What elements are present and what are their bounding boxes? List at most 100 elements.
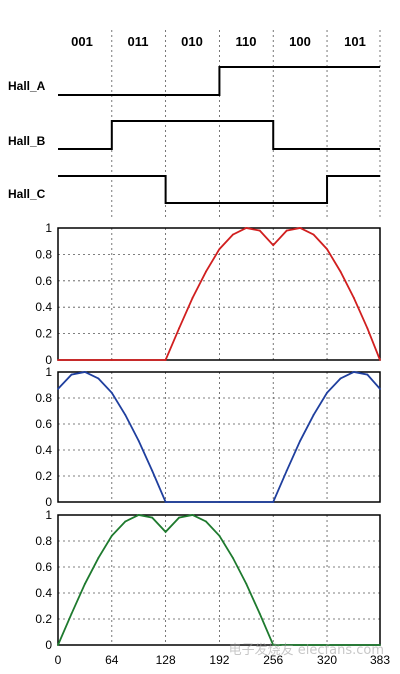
x-tick-label: 383 (370, 653, 390, 667)
y-tick-label: 0.8 (35, 391, 52, 405)
series-point-1 (299, 227, 302, 229)
timing-diagram-grid (111, 30, 381, 220)
hall-trace-hall-c (58, 175, 380, 204)
y-tick-label: 0.4 (35, 300, 52, 314)
series-point-3 (151, 516, 154, 519)
hall-state-label-2: 010 (181, 34, 203, 49)
series-point-1 (164, 359, 167, 361)
y-tick-label: 0.6 (35, 560, 52, 574)
series-point-1 (57, 359, 59, 361)
series-point-2 (312, 414, 315, 416)
series-point-3 (379, 644, 381, 646)
series-line-2 (57, 371, 381, 503)
hall-c-label: Hall_C (8, 187, 46, 201)
panel-frame (57, 514, 381, 646)
y-tick-label: 0 (45, 495, 52, 509)
y-tick-label: 0 (45, 638, 52, 652)
y-tick-label: 0.8 (35, 247, 52, 261)
series-point-2 (70, 373, 73, 376)
series-point-3 (97, 557, 100, 559)
series-point-1 (339, 270, 342, 273)
series-point-1 (285, 229, 288, 232)
series-point-3 (70, 612, 73, 615)
series-point-3 (258, 612, 261, 615)
series-point-2 (151, 469, 154, 472)
series-point-1 (110, 359, 113, 361)
x-tick-label: 320 (317, 653, 337, 667)
x-tick-label: 256 (263, 653, 283, 667)
y-tick-label: 1 (45, 221, 52, 235)
series-line-3 (57, 514, 380, 646)
hall-signal-labels: Hall_A Hall_B Hall_C (8, 79, 46, 201)
series-point-1 (191, 297, 194, 299)
y-tick-label: 0 (45, 353, 52, 367)
hall-trace-hall-b (58, 120, 380, 150)
y-tick-label: 0.2 (35, 612, 52, 626)
series-point-2 (339, 377, 342, 380)
series-point-2 (353, 371, 355, 373)
series-point-1 (205, 270, 207, 273)
hall-state-label-3: 110 (236, 34, 257, 49)
series-point-2 (110, 391, 113, 394)
series-point-3 (124, 520, 127, 523)
panel-frame (57, 371, 381, 503)
series-line-1 (58, 227, 381, 361)
series-point-3 (84, 583, 86, 585)
series-point-2 (272, 501, 275, 503)
hall-b-label: Hall_B (8, 134, 46, 148)
series-point-2 (57, 388, 59, 390)
x-tick-label: 0 (55, 653, 62, 667)
series-point-1 (178, 327, 180, 330)
panel-frame (57, 227, 381, 361)
series-point-2 (124, 414, 127, 416)
y-tick-label: 1 (45, 508, 52, 522)
hall-state-label-1: 011 (128, 34, 149, 49)
y-tick-label: 1 (45, 365, 52, 379)
phase-panels: 00.20.40.60.8100.20.40.60.8100.20.40.60.… (35, 221, 381, 652)
hall-traces (58, 66, 380, 204)
series-point-3 (326, 644, 328, 646)
hall-trace-hall-a (58, 66, 380, 96)
series-point-3 (231, 557, 234, 559)
series-point-1 (353, 297, 355, 299)
y-tick-label: 0.4 (35, 443, 52, 457)
series-point-2 (164, 501, 167, 503)
series-point-3 (205, 520, 207, 523)
series-point-2 (326, 391, 328, 394)
hall-state-label-4: 100 (289, 34, 311, 49)
series-point-2 (299, 440, 302, 442)
series-point-3 (137, 514, 140, 516)
series-point-3 (272, 644, 275, 646)
x-axis: 0 64 128 192 256 320 383 (55, 653, 391, 667)
series-point-2 (137, 440, 140, 442)
series-point-2 (97, 377, 100, 380)
series-point-3 (110, 534, 113, 537)
y-tick-label: 0.6 (35, 417, 52, 431)
series-point-1 (326, 248, 328, 251)
series-point-1 (366, 327, 369, 330)
y-tick-label: 0.4 (35, 586, 52, 600)
series-point-1 (258, 229, 261, 232)
series-point-3 (245, 583, 248, 585)
series-point-3 (164, 531, 167, 533)
x-tick-label: 64 (105, 653, 119, 667)
y-tick-label: 0.6 (35, 274, 52, 288)
y-tick-label: 0.2 (35, 327, 52, 341)
series-point-3 (178, 516, 180, 519)
series-point-2 (218, 501, 221, 503)
series-point-2 (379, 388, 381, 390)
series-point-1 (218, 248, 221, 251)
hall-state-labels: 001 011 010 110 100 101 (71, 34, 366, 49)
series-point-1 (312, 233, 315, 236)
series-point-1 (231, 233, 234, 236)
y-tick-label: 0.2 (35, 469, 52, 483)
series-point-3 (218, 534, 221, 537)
x-tick-label: 128 (156, 653, 176, 667)
watermark: 电子发烧友 elecfans.com (229, 642, 384, 658)
series-point-2 (84, 371, 86, 373)
x-tick-label: 192 (209, 653, 229, 667)
series-point-1 (379, 359, 381, 361)
series-point-1 (245, 227, 248, 229)
series-point-2 (285, 469, 288, 472)
